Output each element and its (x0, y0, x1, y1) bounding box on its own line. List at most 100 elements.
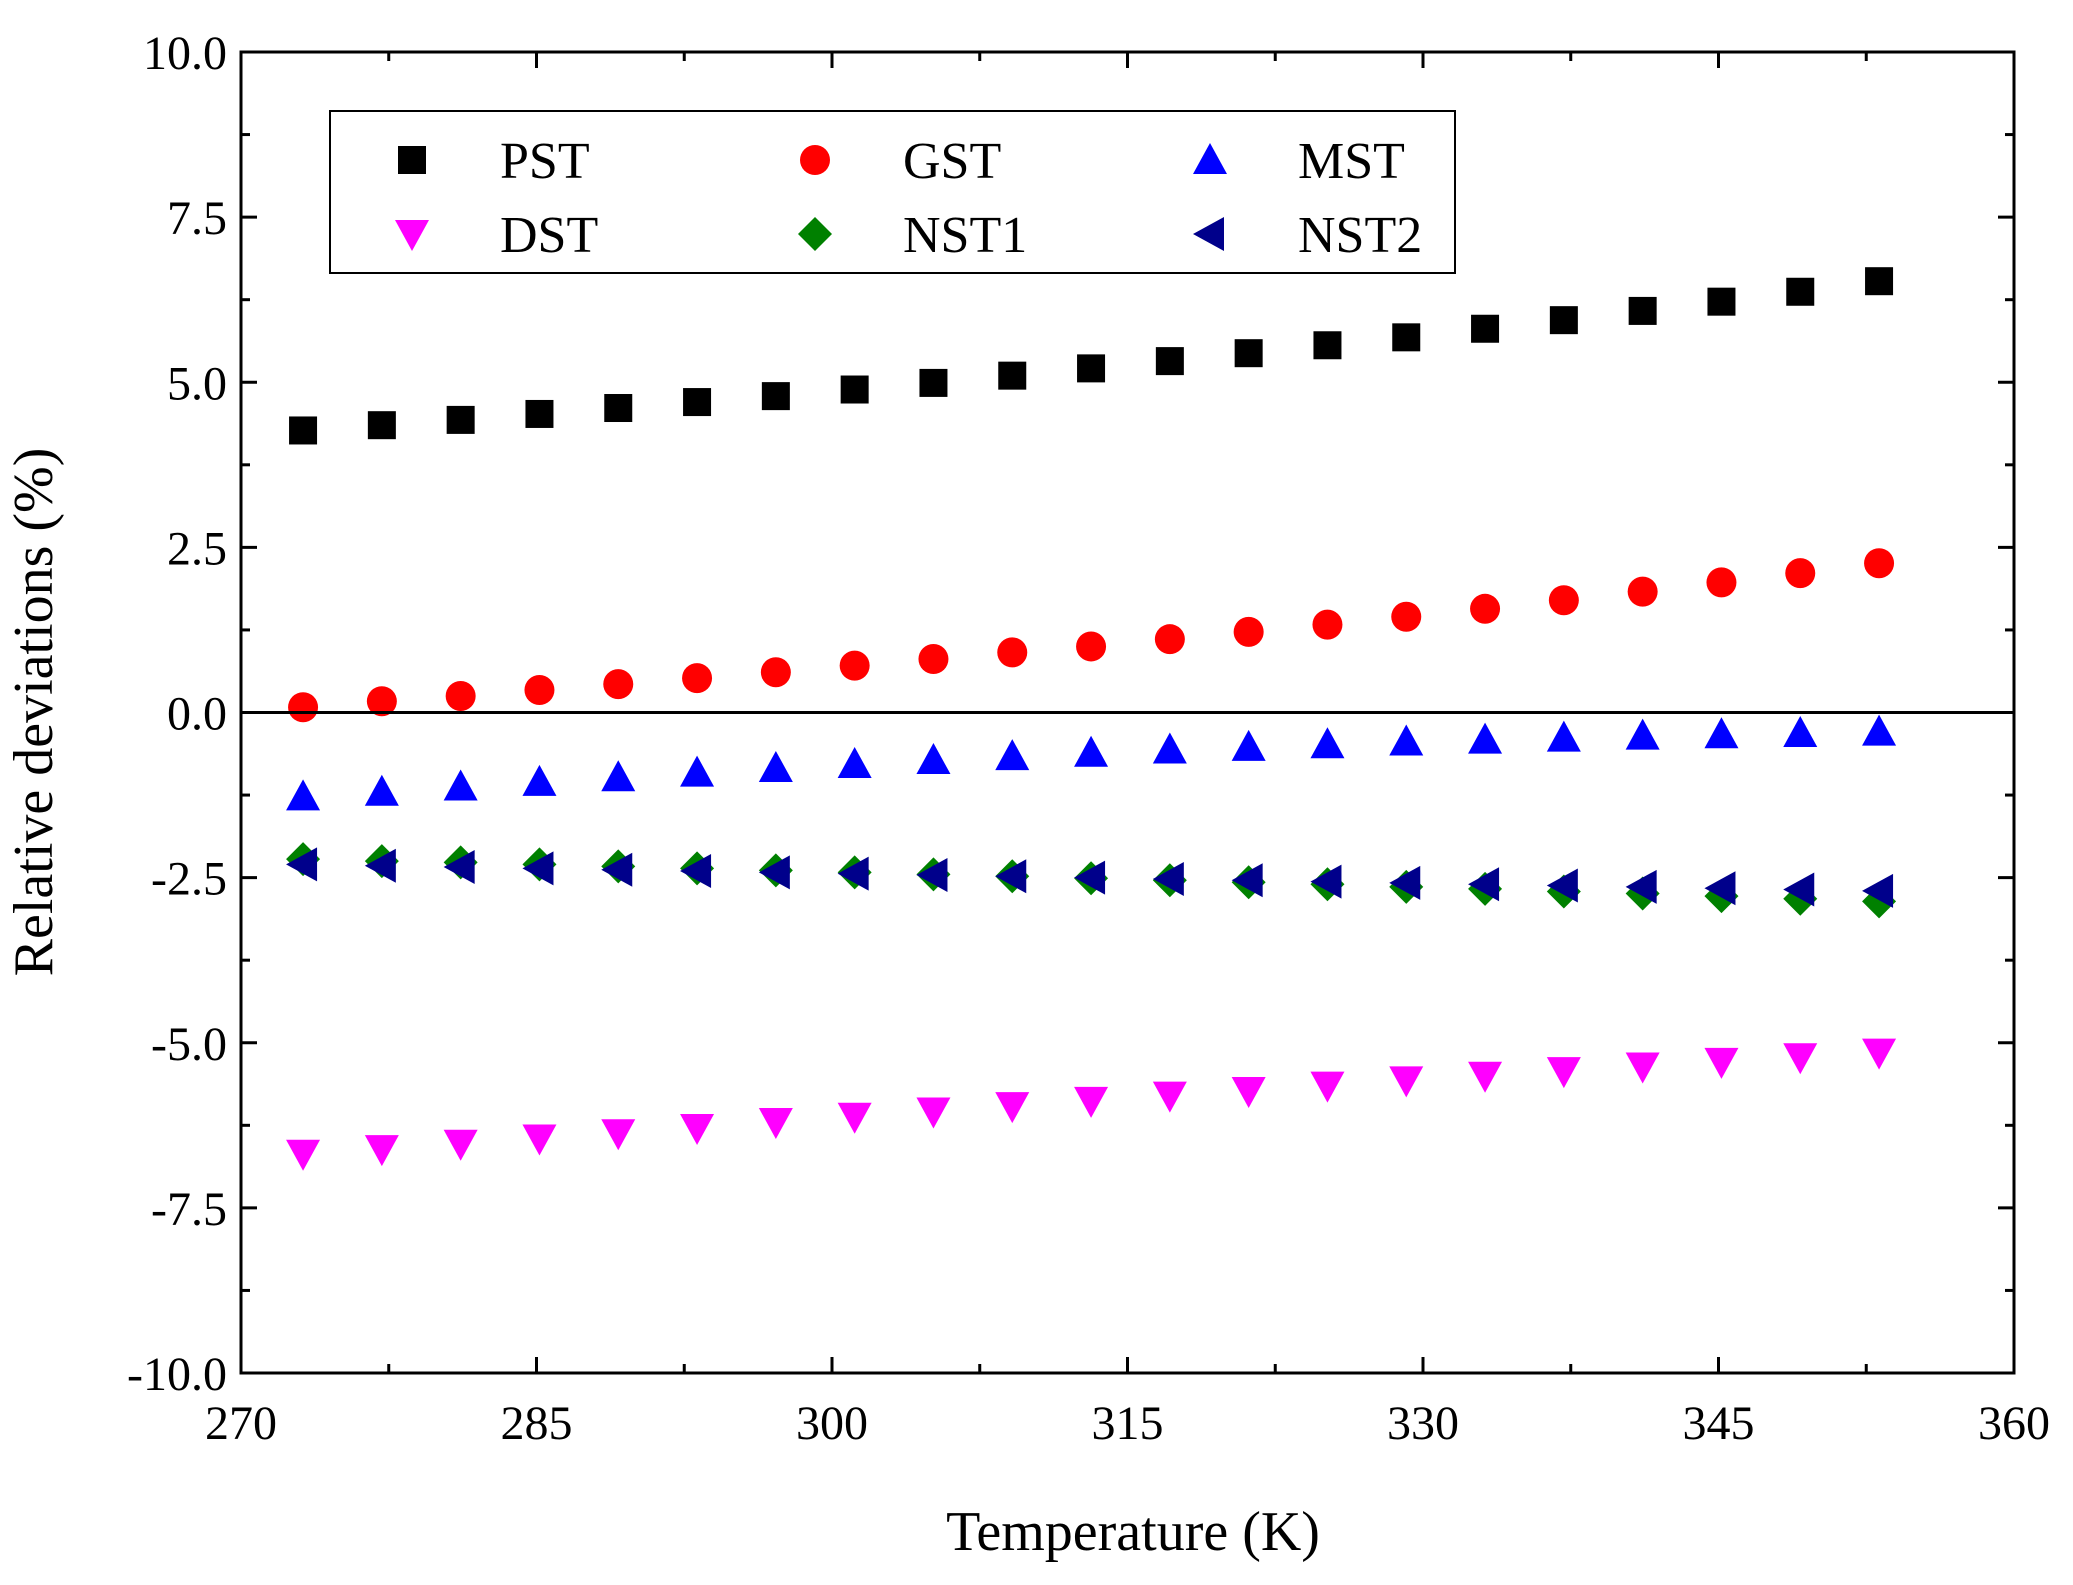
point-gst (1785, 558, 1816, 589)
y-tick-label: -10.0 (127, 1348, 227, 1401)
point-pst (367, 411, 396, 440)
point-gst (1470, 593, 1501, 624)
point-dst (680, 1113, 715, 1145)
point-dst (1625, 1052, 1660, 1084)
point-pst (1234, 339, 1263, 368)
point-dst (916, 1097, 951, 1129)
y-tick-label: 10.0 (143, 27, 227, 80)
point-dst (1546, 1057, 1581, 1089)
point-mst (1310, 727, 1345, 759)
legend-marker-gst (800, 145, 830, 175)
point-gst (839, 650, 870, 681)
legend-label-gst: GST (903, 133, 1001, 190)
point-gst (524, 675, 555, 706)
legend-item-nst2: NST2 (1193, 207, 1422, 264)
point-nst2 (1231, 863, 1263, 898)
point-pst (525, 399, 554, 428)
y-axis-title: Relative deviations (%) (3, 448, 65, 977)
point-pst (840, 375, 869, 404)
series-layer (286, 267, 1897, 1171)
point-nst2 (1389, 865, 1421, 900)
legend-label-nst2: NST2 (1298, 207, 1422, 264)
point-pst (1786, 277, 1815, 306)
y-tick-label: 0.0 (167, 688, 227, 741)
point-nst2 (916, 857, 948, 892)
point-dst (1231, 1076, 1266, 1108)
point-mst (758, 750, 793, 782)
point-dst (1074, 1086, 1109, 1118)
y-tick-label: 5.0 (167, 357, 227, 410)
point-dst (1468, 1061, 1503, 1093)
point-nst2 (286, 847, 318, 882)
point-nst2 (443, 850, 475, 885)
point-pst (1077, 354, 1106, 383)
legend-label-mst: MST (1298, 133, 1405, 190)
x-tick-label: 330 (1387, 1397, 1459, 1450)
point-mst (1468, 722, 1503, 754)
point-nst2 (995, 859, 1027, 894)
point-mst (680, 755, 715, 787)
y-tick-label: 7.5 (167, 192, 227, 245)
point-gst (1076, 631, 1107, 662)
point-pst (446, 405, 475, 434)
series-nst2 (286, 847, 1894, 908)
point-nst2 (758, 855, 790, 890)
point-gst (1627, 576, 1658, 607)
point-nst2 (1468, 867, 1500, 902)
point-gst (603, 669, 634, 700)
point-pst (289, 416, 318, 445)
point-mst (364, 774, 399, 806)
point-dst (443, 1129, 478, 1161)
point-mst (1783, 715, 1818, 747)
point-pst (1865, 267, 1894, 296)
y-tick-label: -7.5 (151, 1183, 227, 1236)
legend-item-nst1: NST1 (798, 207, 1027, 264)
point-dst (1704, 1047, 1739, 1079)
legend-marker-dst (395, 220, 429, 251)
point-mst (1625, 718, 1660, 750)
point-dst (1862, 1038, 1897, 1070)
y-tick-label: -2.5 (151, 853, 227, 906)
legend-box (329, 110, 1456, 274)
point-gst (1864, 548, 1895, 579)
point-nst2 (522, 851, 554, 886)
point-dst (1152, 1081, 1187, 1113)
point-dst (1389, 1066, 1424, 1098)
y-tick-label: -5.0 (151, 1018, 227, 1071)
legend-label-dst: DST (500, 207, 598, 264)
point-gst (997, 637, 1028, 668)
y-tick-label: 2.5 (167, 522, 227, 575)
x-tick-label: 315 (1092, 1397, 1164, 1450)
series-dst (286, 1038, 1897, 1171)
point-mst (286, 779, 321, 811)
x-tick-label: 360 (1978, 1397, 2050, 1450)
point-gst (1391, 601, 1422, 632)
point-dst (837, 1102, 872, 1134)
point-pst (604, 394, 633, 423)
point-dst (995, 1092, 1030, 1124)
point-mst (916, 743, 951, 775)
point-dst (1783, 1043, 1818, 1075)
x-tick-label: 345 (1683, 1397, 1755, 1450)
legend: PST GST MST DST NST1 NST2 (329, 110, 1456, 274)
axis-ticks (239, 50, 2016, 1375)
x-tick-label: 285 (501, 1397, 573, 1450)
point-dst (758, 1108, 793, 1140)
point-nst2 (680, 854, 712, 889)
point-mst (601, 760, 636, 792)
point-nst2 (1704, 871, 1736, 906)
point-gst (682, 663, 713, 694)
legend-item-pst: PST (398, 133, 590, 190)
point-gst (1548, 585, 1579, 616)
point-mst (1389, 724, 1424, 756)
legend-item-mst: MST (1193, 133, 1405, 190)
point-pst (1549, 306, 1578, 335)
x-tick-label: 300 (796, 1397, 868, 1450)
point-gst (1706, 567, 1737, 598)
point-mst (995, 739, 1030, 771)
x-tick-labels: 270 285 300 315 330 345 360 (205, 1397, 2050, 1450)
point-pst (1628, 296, 1657, 325)
point-mst (443, 769, 478, 801)
point-nst2 (1074, 860, 1106, 895)
